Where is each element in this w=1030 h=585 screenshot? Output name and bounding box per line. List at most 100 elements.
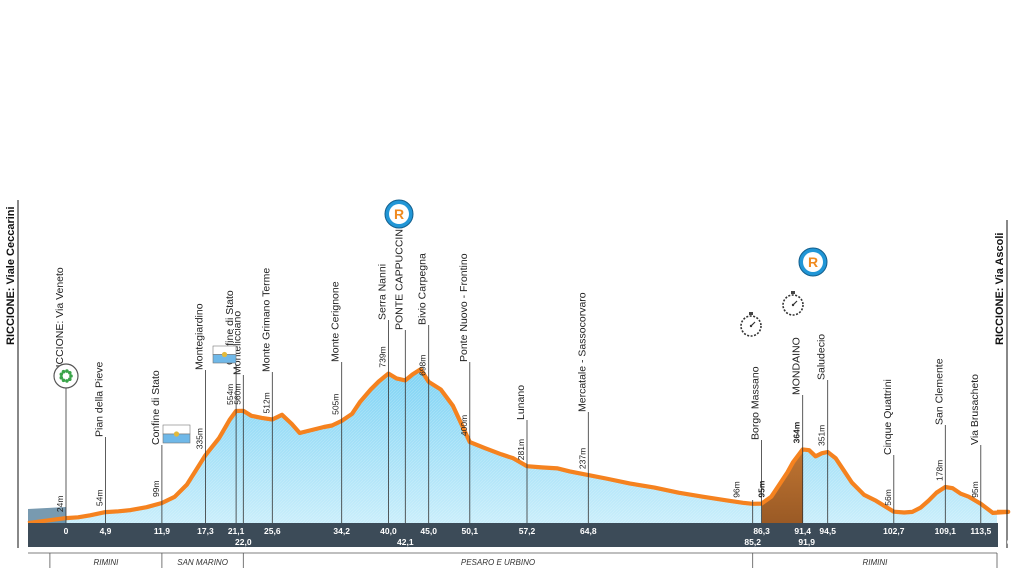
point-elevation: 54m [95, 490, 105, 507]
km-tick-label: 91,9 [798, 537, 815, 547]
flag-emblem [173, 431, 180, 437]
km-tick-label: 45,0 [420, 526, 437, 536]
point-elevation: 351m [817, 425, 827, 446]
point-label: Ponte Nuovo - Frontino [458, 253, 470, 362]
km-tick-label: 85,2 [744, 537, 761, 547]
dot-icon-dot [65, 379, 69, 383]
san-marino-flag-icon [162, 424, 191, 444]
refreshment-icon-inner [803, 252, 823, 272]
point-elevation: 512m [261, 392, 271, 413]
final-climb-area [761, 449, 803, 523]
dot-icon-dot [68, 371, 72, 375]
point-label: Monte Cerignone [330, 281, 342, 362]
start-label: RICCIONE: Viale Ceccarini [5, 206, 17, 345]
point-elevation: 335m [194, 428, 204, 449]
refreshment-icon-letter: R [808, 254, 818, 270]
point-label: Montegiardino [193, 303, 205, 370]
profile-area-texture [28, 369, 1009, 524]
region-label: PESARO E URBINO [461, 558, 535, 567]
dot-icon-ring [53, 363, 79, 389]
san-marino-flag-icon [212, 345, 237, 364]
region-label: RIMINI [93, 558, 119, 567]
point-label: Borgo Massano [750, 366, 762, 440]
point-elevation: 554m [225, 384, 235, 405]
point-elevation: 178m [934, 460, 944, 481]
km-tick-label: 102,7 [883, 526, 905, 536]
region-label: RIMINI [862, 558, 888, 567]
km-tick-label: 21,1 [228, 526, 245, 536]
timed-sprint-icon [740, 312, 762, 337]
stopwatch-center [749, 324, 753, 328]
point-elevation: 739m [377, 346, 387, 367]
km-tick-label: 109,1 [935, 526, 957, 536]
point-labels-layer: RICCIONE: Via Veneto 24m Pian della Pieve 5… [5, 200, 1008, 548]
point-label: Via Brusacheto [969, 374, 981, 445]
km-tick-label: 91,4 [794, 526, 811, 536]
point-elevation: 95m [757, 480, 767, 497]
km-tick-label: 42,1 [397, 537, 414, 547]
km-tick-label: 4,9 [100, 526, 112, 536]
dot-icon-dot [59, 375, 64, 380]
timed-sprint-icon [782, 291, 804, 316]
point-elevation: 95m [970, 481, 980, 498]
dot-icon-dot [61, 378, 66, 383]
point-elevation: 99m [151, 480, 161, 497]
point-elevation: 698m [418, 355, 428, 376]
point-elevation: 237m [577, 448, 587, 469]
dot-icon-dot [69, 374, 73, 378]
refreshment-icon: R [384, 199, 414, 229]
dot-icon-dot [59, 372, 64, 377]
icons-layer: RR [53, 199, 828, 444]
point-elevation: 364m [792, 421, 802, 443]
stopwatch-crown [749, 312, 753, 315]
point-elevation: 24m [55, 496, 65, 513]
km-axis-band [28, 523, 998, 547]
finish-label: RICCIONE: Via Ascoli [994, 233, 1006, 345]
km-tick-label: 40,0 [380, 526, 397, 536]
refreshment-icon-inner [389, 204, 409, 224]
km-tick-label: 57,2 [519, 526, 536, 536]
dot-icon-dot [65, 369, 69, 373]
point-label: Serra Nanni [376, 264, 388, 320]
km-tick-label: 34,2 [333, 526, 350, 536]
km-tick-label: 86,3 [753, 526, 770, 536]
point-label: Lunano [515, 385, 527, 420]
km-tick-label: 17,3 [197, 526, 214, 536]
dot-icon-dot [68, 377, 72, 382]
point-label: San Clemente [933, 358, 945, 425]
km-tick-label: 50,1 [462, 526, 479, 536]
profile-area-layer [27, 367, 1011, 526]
km-tick-label: 116,9 [998, 537, 1019, 547]
point-label: Pian della Pieve [94, 362, 106, 437]
point-label: Cinque Quattrini [882, 379, 894, 455]
point-label: Mercatale - Sassocorvaro [576, 292, 588, 412]
flag-emblem [221, 351, 228, 358]
km-tick-label: 113,5 [970, 526, 991, 536]
point-label: Bivio Carpegna [417, 253, 429, 325]
point-label: Monte Grimano Terme [260, 268, 272, 372]
dot-icon [53, 363, 79, 389]
point-label: Saludecio [816, 334, 828, 380]
km-tick-label: 11,9 [154, 526, 170, 536]
point-label: MONDAINO [791, 337, 803, 395]
point-elevation: 96m [732, 481, 742, 498]
region-label: SAN MARINO [177, 558, 228, 567]
stopwatch-center [791, 303, 795, 307]
km-tick-label: 94,5 [819, 526, 836, 536]
point-label: Montelicciano [231, 311, 243, 375]
point-label: RICCIONE: Via Veneto [54, 267, 66, 375]
refreshment-icon-letter: R [394, 206, 404, 222]
dot-icon-dot [61, 369, 66, 374]
profile-line [27, 367, 1011, 526]
point-elevation: 56m [883, 489, 893, 506]
refreshment-icon: R [798, 247, 828, 277]
point-elevation: 560m [232, 384, 242, 405]
point-elevation: 400m [459, 415, 469, 436]
regions-layer: RIMINI SAN MARINO PESARO E URBINO RIMINI [28, 552, 998, 568]
point-label: PONTE CAPPUCCINI [393, 226, 405, 330]
km-tick-label: 25,6 [264, 526, 281, 536]
point-elevation: 281m [516, 439, 526, 460]
stopwatch-crown [791, 291, 795, 294]
point-elevation: 505m [331, 394, 341, 415]
